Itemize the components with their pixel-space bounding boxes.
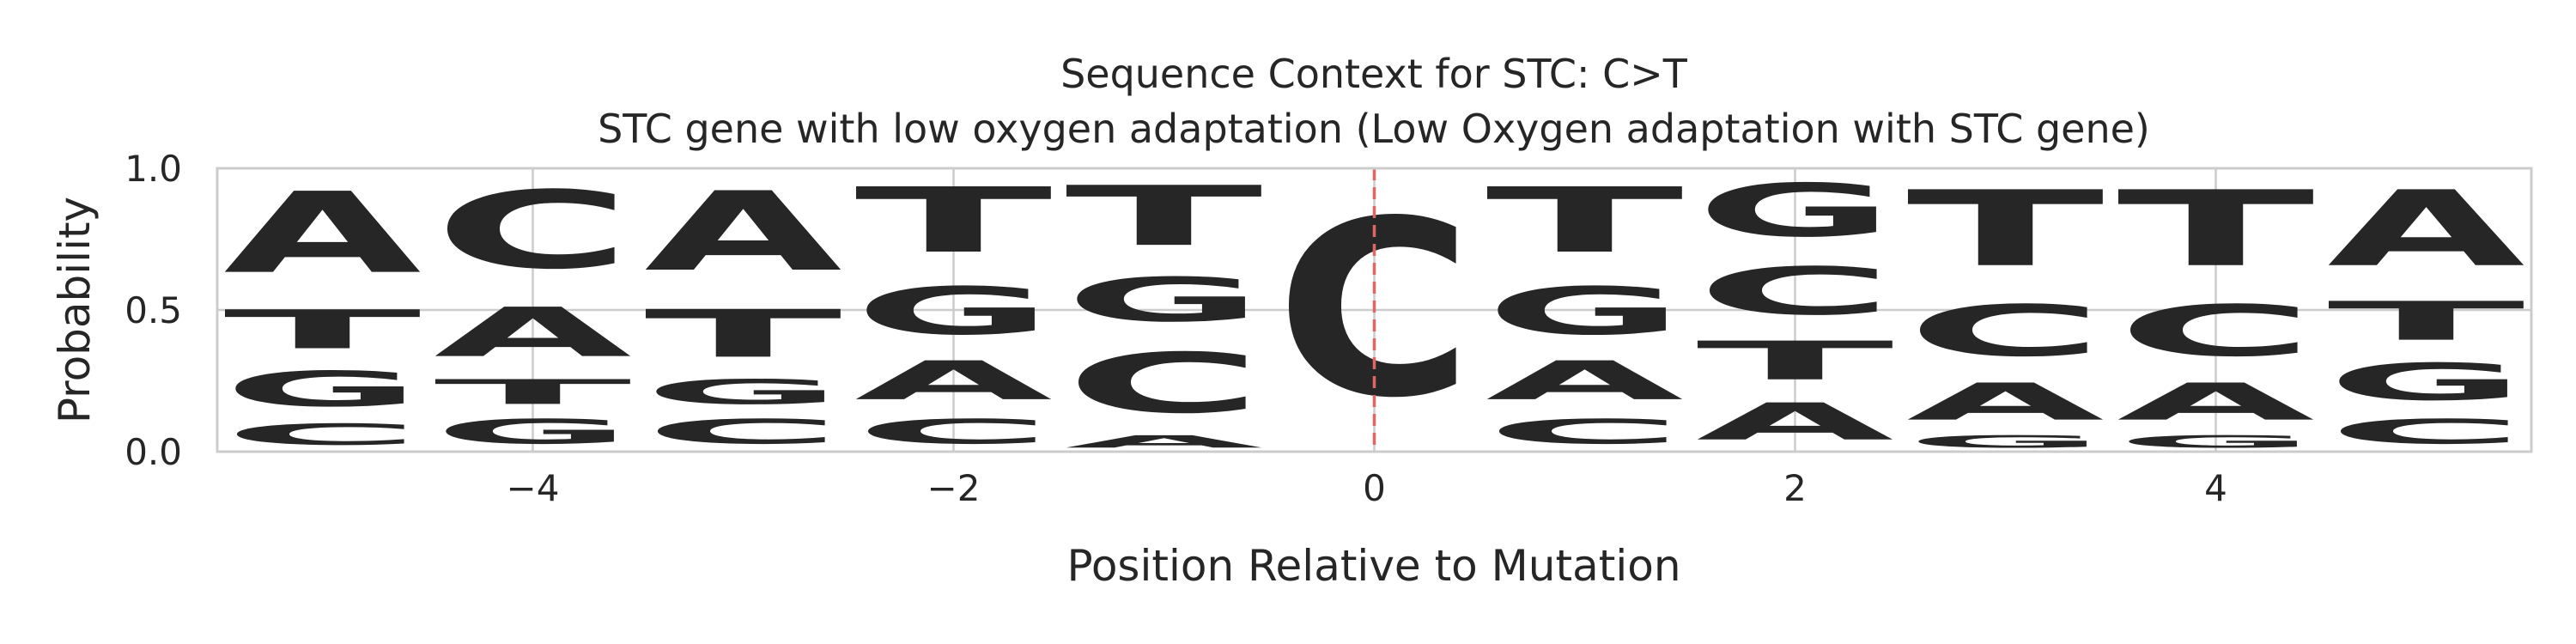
logo-letter-g: G — [2327, 353, 2524, 412]
logo-letter-t: T — [1485, 168, 1683, 273]
logo-letter-t: T — [2117, 168, 2314, 289]
logo-letter-t: T — [2327, 290, 2524, 352]
logo-letter-a: A — [854, 349, 1052, 411]
logo-letter-g: G — [644, 373, 841, 412]
logo-letter-t: T — [1906, 168, 2104, 289]
logo-letter-g: G — [2117, 432, 2314, 452]
logo-letter-t: T — [434, 373, 631, 412]
logo-letter-t: T — [223, 299, 421, 361]
logo-letter-t: T — [854, 168, 1052, 273]
logo-letter-c: C — [2327, 412, 2524, 452]
x-tick-label: −4 — [507, 467, 560, 509]
logo-letter-g: G — [223, 361, 421, 417]
logo-letter-c: C — [854, 412, 1052, 452]
x-tick-label: 2 — [1783, 467, 1807, 509]
logo-letter-t: T — [644, 296, 841, 373]
y-axis-label: Probability — [50, 197, 100, 423]
x-tick-label: 0 — [1363, 467, 1386, 509]
logo-letter-g: G — [1906, 432, 2104, 452]
logo-letter-g: G — [1696, 168, 1893, 252]
logo-letter-a: A — [1065, 432, 1262, 452]
logo-letter-a: A — [434, 294, 631, 373]
logo-letter-c: C — [1065, 336, 1262, 432]
logo-letter-t: T — [1065, 168, 1262, 264]
logo-letter-c: C — [644, 412, 841, 452]
x-tick-label: 4 — [2204, 467, 2227, 509]
logo-letter-c: C — [1906, 290, 2104, 372]
logo-letter-g: G — [854, 274, 1052, 350]
logo-letter-t: T — [1696, 331, 1893, 392]
y-tick-label: 1.0 — [125, 148, 182, 190]
logo-letter-a: A — [1485, 349, 1683, 411]
y-tick-label: 0.0 — [125, 431, 182, 473]
logo-letter-a: A — [1696, 392, 1893, 452]
logo-letter-c: C — [434, 169, 631, 293]
logo-letter-a: A — [1906, 373, 2104, 432]
logo-letter-c: C — [2117, 290, 2314, 372]
logo-letter-g: G — [1485, 274, 1683, 350]
logo-letter-a: A — [2117, 373, 2314, 432]
logo-letter-c: C — [1696, 253, 1893, 330]
y-tick-label: 0.5 — [125, 289, 182, 331]
logo-letter-g: G — [1065, 265, 1262, 336]
logo-letter-g: G — [434, 412, 631, 452]
chart-title: Sequence Context for STC: C>T — [1060, 51, 1688, 97]
logo-letter-a: A — [223, 169, 421, 299]
logo-letter-a: A — [2327, 168, 2524, 289]
x-axis-label: Position Relative to Mutation — [1066, 541, 1680, 591]
chart-subtitle: STC gene with low oxygen adaptation (Low… — [598, 106, 2150, 152]
x-tick-label: −2 — [927, 467, 981, 509]
logo-letter-c: C — [223, 417, 421, 451]
logo-letter-c: C — [1485, 412, 1683, 452]
logo-letter-a: A — [644, 168, 841, 295]
